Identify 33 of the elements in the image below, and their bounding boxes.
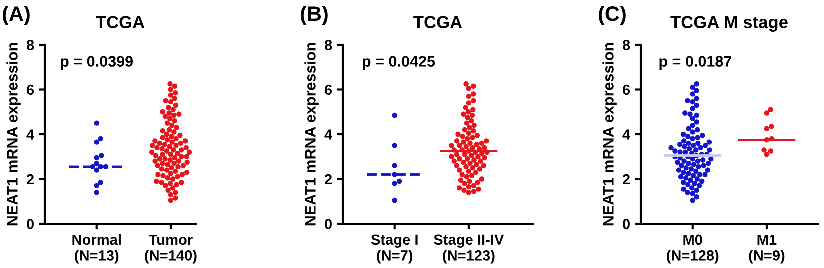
chart-title: TCGA <box>414 16 462 29</box>
y-tick-label: 8 <box>622 40 630 50</box>
y-axis-title: NEAT1 mRNA expression <box>602 43 617 226</box>
y-tick-label: 0 <box>623 219 630 230</box>
y-tick-label: 6 <box>623 84 630 96</box>
text: (B) <box>301 6 328 26</box>
x-tick-label: M0 (N=128) <box>667 234 719 264</box>
text: (C) <box>599 6 626 26</box>
y-tick-label: 4 <box>622 130 631 140</box>
chart-title: TCGA M stage <box>670 16 788 32</box>
x-tick-label: Normal (N=13) <box>72 234 121 264</box>
y-axis-title: NEAT1 mRNA expression <box>6 43 21 226</box>
x-tick-label: Stage I (N=7) <box>371 234 418 264</box>
y-tick-label: 6 <box>27 84 34 96</box>
y-tick-label: 4 <box>324 130 333 140</box>
chart-title: TCGA <box>96 16 145 29</box>
y-tick-label: 0 <box>27 219 34 230</box>
annotation: p = 0.0187 <box>660 56 732 70</box>
text: (A) <box>3 6 30 26</box>
y-tick-label: 2 <box>324 174 332 185</box>
y-tick-label: 2 <box>622 174 630 185</box>
y-tick-label: 6 <box>325 84 332 96</box>
y-tick-label: 0 <box>325 219 332 230</box>
y-tick-label: 8 <box>324 40 332 50</box>
annotation: p = 0.0399 <box>61 56 134 70</box>
x-tick-label: Stage II-IV (N=123) <box>434 234 504 264</box>
x-tick-label: M1 (N=9) <box>749 234 785 264</box>
x-tick-label: Tumor (N=140) <box>145 234 197 264</box>
y-tick-label: 2 <box>26 174 34 185</box>
y-axis-title: NEAT1 mRNA expression <box>304 43 319 226</box>
y-tick-label: 8 <box>26 40 34 50</box>
y-tick-label: 4 <box>26 130 35 140</box>
annotation: p = 0.0425 <box>363 56 436 70</box>
